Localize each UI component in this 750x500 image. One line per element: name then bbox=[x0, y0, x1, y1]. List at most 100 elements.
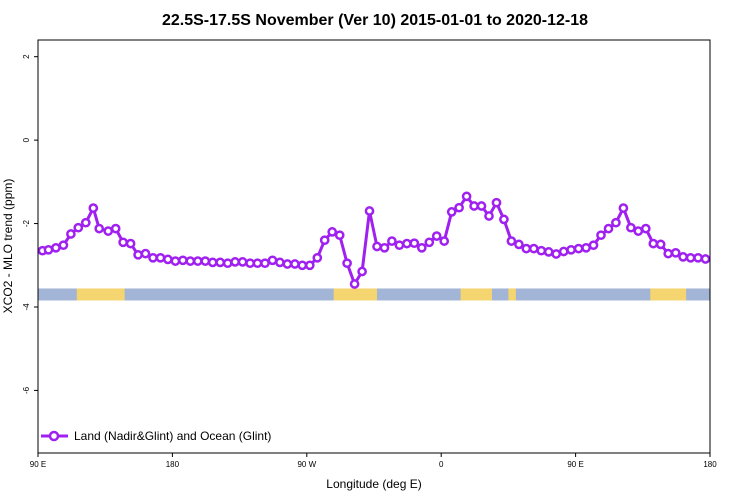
y-tick-label: -2 bbox=[22, 219, 31, 227]
surface-strip bbox=[38, 288, 710, 301]
data-point bbox=[215, 257, 226, 268]
data-point bbox=[349, 279, 360, 289]
data-point bbox=[416, 242, 427, 253]
data-point bbox=[685, 252, 696, 263]
data-point bbox=[461, 191, 472, 202]
data-point bbox=[514, 239, 524, 250]
data-point bbox=[581, 242, 591, 253]
data-point bbox=[655, 239, 666, 250]
data-point bbox=[618, 203, 629, 213]
data-point bbox=[603, 223, 614, 234]
data-point bbox=[446, 207, 457, 217]
data-point bbox=[596, 230, 606, 241]
data-point bbox=[185, 256, 196, 266]
x-tick-label: 90 E bbox=[30, 460, 46, 469]
data-point bbox=[409, 238, 420, 249]
data-point bbox=[192, 256, 203, 266]
data-point bbox=[431, 231, 442, 241]
data-point bbox=[394, 240, 405, 251]
y-tick-label: 2 bbox=[22, 54, 31, 59]
data-point bbox=[454, 202, 464, 213]
data-point bbox=[290, 259, 300, 269]
y-tick-label: 0 bbox=[22, 137, 31, 142]
data-point bbox=[566, 244, 576, 255]
data-point bbox=[611, 217, 621, 228]
legend-marker bbox=[48, 430, 60, 442]
x-tick-label: 180 bbox=[703, 460, 717, 469]
data-point bbox=[334, 230, 345, 241]
data-point bbox=[506, 236, 517, 246]
data-point bbox=[364, 206, 375, 216]
x-axis: 90 E 180 90 W 0 90 E 180 bbox=[30, 453, 717, 469]
data-point bbox=[536, 245, 547, 256]
land-segment bbox=[76, 288, 125, 301]
data-point bbox=[133, 249, 143, 260]
data-point bbox=[73, 222, 84, 233]
legend: Land (Nadir&Glint) and Ocean (Glint) bbox=[41, 429, 271, 443]
data-point bbox=[260, 258, 270, 269]
y-axis-label: XCO2 - MLO trend (ppm) bbox=[1, 179, 15, 314]
land-segment bbox=[460, 288, 492, 301]
data-point bbox=[230, 257, 240, 267]
data-point bbox=[110, 223, 121, 234]
data-point bbox=[424, 237, 435, 248]
data-point bbox=[80, 217, 91, 228]
data-point bbox=[200, 256, 211, 266]
y-tick-label: -4 bbox=[22, 303, 31, 311]
x-tick-label: 0 bbox=[439, 460, 444, 469]
data-point bbox=[304, 260, 315, 271]
data-point bbox=[491, 197, 502, 208]
data-point bbox=[163, 254, 173, 265]
data-point bbox=[626, 222, 636, 233]
data-point bbox=[469, 201, 479, 211]
data-point bbox=[178, 255, 188, 266]
data-point bbox=[499, 214, 509, 225]
data-point bbox=[379, 242, 390, 253]
data-point bbox=[245, 258, 255, 269]
data-point bbox=[588, 240, 599, 251]
data-point bbox=[678, 252, 688, 262]
data-point bbox=[312, 252, 323, 263]
data-point bbox=[125, 238, 136, 249]
data-point bbox=[387, 236, 397, 246]
data-point bbox=[148, 252, 158, 263]
data-point bbox=[528, 243, 539, 254]
data-point bbox=[88, 203, 99, 213]
data-point bbox=[372, 241, 382, 252]
data-point bbox=[275, 257, 285, 268]
data-point bbox=[118, 237, 128, 248]
data-point bbox=[573, 243, 584, 254]
x-tick-label: 90 E bbox=[567, 460, 583, 469]
data-point bbox=[103, 226, 114, 236]
data-point bbox=[670, 247, 681, 258]
data-point bbox=[319, 235, 330, 246]
data-point bbox=[327, 227, 338, 237]
data-point bbox=[342, 258, 352, 269]
data-point bbox=[633, 226, 644, 236]
data-point bbox=[439, 236, 450, 246]
data-point bbox=[155, 252, 166, 263]
data-point bbox=[207, 257, 218, 268]
data-point bbox=[58, 240, 69, 251]
data-point bbox=[140, 248, 151, 259]
data-point bbox=[170, 256, 181, 266]
data-point bbox=[558, 246, 569, 257]
series-layer bbox=[37, 191, 711, 289]
data-point bbox=[51, 242, 61, 253]
data-point bbox=[693, 252, 703, 263]
land-segment bbox=[333, 288, 377, 301]
data-point bbox=[551, 249, 562, 259]
data-point bbox=[663, 248, 674, 259]
data-point bbox=[282, 259, 293, 269]
data-point bbox=[252, 258, 263, 269]
data-point bbox=[484, 211, 494, 221]
data-point bbox=[648, 238, 659, 249]
chart-title: 22.5S-17.5S November (Ver 10) 2015-01-01… bbox=[162, 12, 588, 29]
data-point bbox=[521, 243, 532, 254]
data-point bbox=[297, 260, 308, 271]
data-point bbox=[94, 223, 105, 234]
data-point bbox=[66, 229, 76, 239]
land-segment bbox=[650, 288, 687, 301]
data-point bbox=[43, 244, 54, 255]
